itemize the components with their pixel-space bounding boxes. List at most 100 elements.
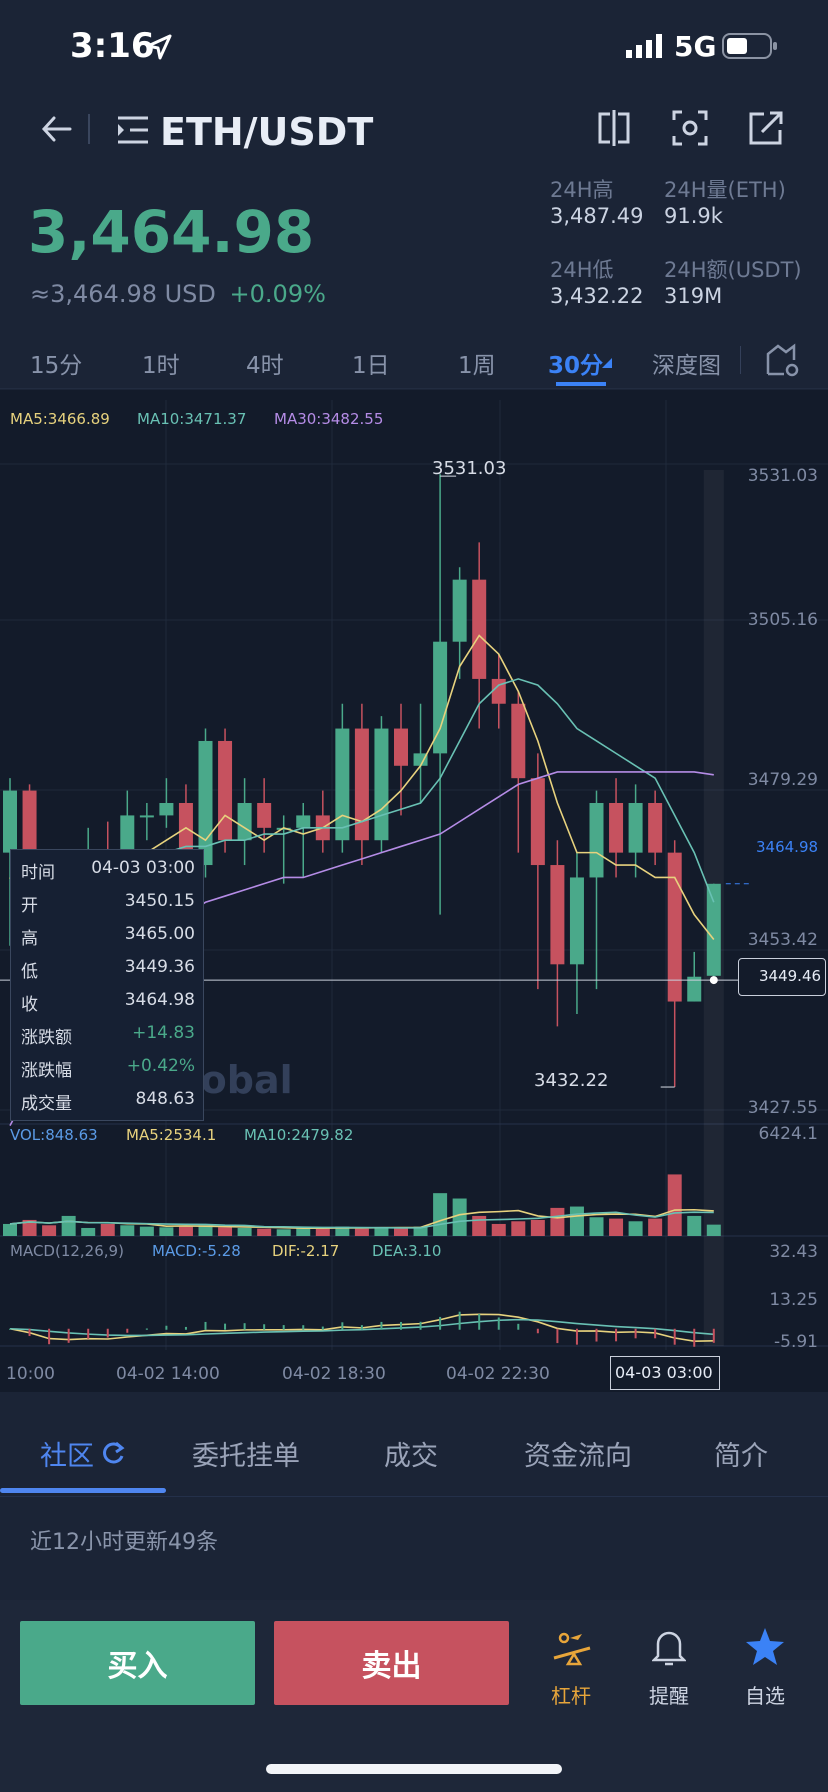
buy-button[interactable]: 买入: [20, 1621, 255, 1705]
share-icon[interactable]: [748, 110, 784, 146]
volume-bar: [706, 1224, 721, 1236]
dea-legend: DEA:3.10: [372, 1242, 442, 1260]
stat-low: 3,432.22: [550, 284, 644, 308]
tab-intro[interactable]: 简介: [714, 1441, 768, 1472]
volume-bar: [237, 1227, 252, 1236]
interval-1d[interactable]: 1日: [352, 353, 390, 379]
candle-body: [569, 877, 584, 965]
interval-15m[interactable]: 15分: [30, 353, 83, 379]
interval-1h[interactable]: 1时: [142, 353, 180, 379]
volume-bar: [354, 1228, 369, 1236]
candle-body: [609, 803, 624, 853]
info-value: +14.83: [132, 1023, 195, 1043]
candle-body: [530, 778, 545, 866]
tab-open-orders[interactable]: 委托挂单: [192, 1441, 300, 1472]
volume-bar: [100, 1223, 115, 1236]
tab-community[interactable]: 社区: [40, 1441, 94, 1472]
buy-label: 买入: [107, 1649, 168, 1684]
last-price: 3,464.98: [28, 198, 315, 266]
sell-button[interactable]: 卖出: [274, 1621, 509, 1705]
kline-chart[interactable]: MA5:3466.89 MA10:3471.37 MA30:3482.55 35…: [0, 390, 828, 1392]
battery-icon: [722, 33, 777, 59]
crosshair-price: 3449.46: [759, 967, 822, 985]
info-value: +0.42%: [126, 1056, 195, 1076]
bell-icon: [652, 1631, 686, 1666]
stat-amount: 319M: [664, 284, 723, 308]
info-label: 涨跌幅: [21, 1061, 72, 1081]
split-view-icon[interactable]: [596, 110, 632, 146]
high-marker: 3531.03: [432, 458, 507, 479]
volume-bar: [452, 1198, 467, 1236]
volume-bar: [296, 1227, 311, 1236]
candle-body: [374, 728, 389, 841]
content-tabs: 社区 委托挂单 成交 资金流向 简介: [0, 1412, 828, 1497]
menu-list-icon[interactable]: [116, 114, 150, 146]
vol-ma5-legend: MA5:2534.1: [126, 1126, 217, 1144]
sell-label: 卖出: [361, 1649, 422, 1684]
bottom-action-bar: 买入 卖出 杠杆 提醒 自选: [0, 1600, 828, 1792]
vol-ma10-legend: MA10:2479.82: [244, 1126, 354, 1144]
community-update-notice[interactable]: 近12小时更新49条: [30, 1530, 218, 1555]
volume-bar: [42, 1225, 57, 1236]
info-value: 3464.98: [124, 990, 195, 1010]
candle-body: [218, 740, 233, 841]
volume-bar: [530, 1219, 545, 1236]
screenshot-icon[interactable]: [672, 110, 708, 146]
interval-4h[interactable]: 4时: [246, 353, 284, 379]
volume-bar: [648, 1218, 663, 1236]
candle-body: [550, 865, 565, 965]
volume-bar: [374, 1227, 389, 1236]
candle-body: [257, 803, 272, 828]
pair-title[interactable]: ETH/USDT: [160, 110, 374, 154]
vol-ma10-line: [9, 1211, 714, 1229]
info-label: 涨跌额: [21, 1028, 72, 1048]
candle-body: [491, 678, 506, 704]
back-arrow-icon[interactable]: [40, 112, 74, 146]
price-axis-label: 3453.42: [747, 930, 818, 950]
time-axis-label: 10:00: [6, 1364, 55, 1384]
volume-bar: [511, 1221, 526, 1236]
stat-amount-label: 24H额(USDT): [664, 258, 802, 282]
alert-button[interactable]: 提醒: [634, 1620, 704, 1710]
tab-trades[interactable]: 成交: [384, 1441, 438, 1472]
time-axis-label: 04-02 14:00: [116, 1364, 220, 1384]
volume-bar: [81, 1227, 96, 1236]
price-axis-label: 3505.16: [747, 610, 818, 630]
volume-bar: [335, 1226, 350, 1236]
interval-1w[interactable]: 1周: [458, 353, 496, 379]
info-value: 3465.00: [124, 924, 195, 944]
info-label: 高: [21, 929, 38, 949]
candle-info-box: 时间 04-03 03:00 开 3450.15 高 3465.00 低 3449.36 收 34…: [10, 849, 204, 1121]
volume-bar: [3, 1223, 17, 1236]
volume-bar: [139, 1226, 154, 1236]
macd-axis-label: -5.91: [774, 1332, 818, 1352]
info-row: 涨跌幅 +0.42%: [11, 1056, 203, 1089]
leverage-label: 杠杆: [551, 1684, 591, 1708]
low-marker: 3432.22: [534, 1070, 609, 1091]
crosshair-price-tag: 3449.46: [738, 958, 826, 996]
leverage-button[interactable]: 杠杆: [536, 1620, 606, 1710]
candle-body: [452, 579, 467, 642]
time-axis-label: 04-02 22:30: [446, 1364, 550, 1384]
chart-settings-icon[interactable]: [764, 342, 800, 378]
volume-bar: [628, 1221, 643, 1236]
favorite-button[interactable]: 自选: [730, 1620, 800, 1710]
info-row: 收 3464.98: [11, 990, 203, 1023]
candle-body: [706, 883, 721, 976]
interval-divider: [740, 346, 741, 374]
info-label: 收: [21, 995, 38, 1015]
tab-underline: [0, 1488, 166, 1493]
price-axis-label: 3479.29: [747, 770, 818, 790]
stat-high: 3,487.49: [550, 204, 644, 228]
volume-bar: [394, 1227, 408, 1236]
tab-capital-flow[interactable]: 资金流向: [524, 1441, 632, 1472]
stat-high-label: 24H高: [550, 178, 614, 202]
star-icon: [746, 1628, 784, 1665]
refresh-icon[interactable]: [100, 1440, 126, 1466]
depth-chart-tab[interactable]: 深度图: [652, 353, 721, 379]
info-row: 成交量 848.63: [11, 1089, 203, 1122]
volume-bar: [218, 1227, 233, 1236]
favorite-label: 自选: [745, 1684, 785, 1708]
candle-body: [159, 803, 174, 816]
interval-30m[interactable]: 30分: [548, 353, 604, 379]
